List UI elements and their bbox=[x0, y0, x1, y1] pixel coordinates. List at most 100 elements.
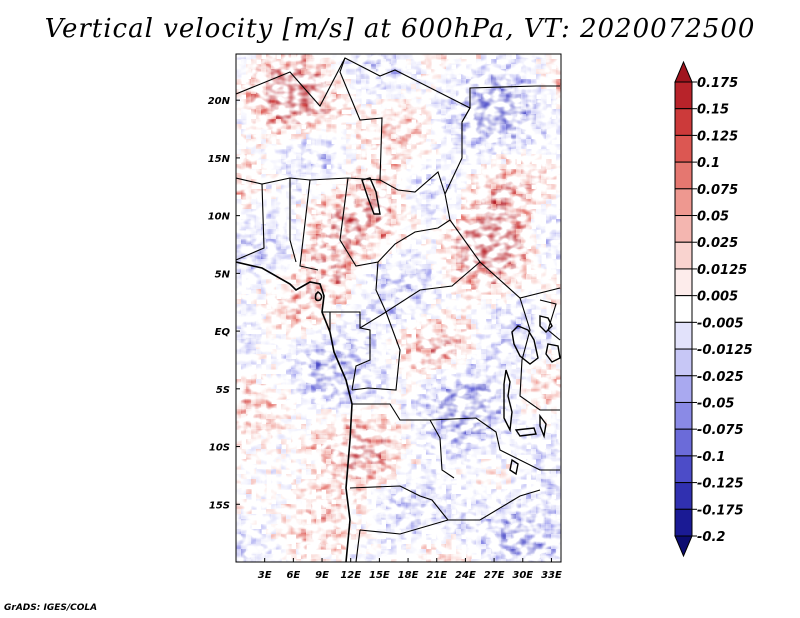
field-cell bbox=[266, 79, 272, 85]
field-cell bbox=[331, 154, 337, 160]
field-cell bbox=[551, 424, 557, 430]
field-cell bbox=[286, 284, 292, 290]
field-cell bbox=[526, 134, 532, 140]
field-cell bbox=[481, 504, 487, 510]
field-cell bbox=[356, 319, 362, 325]
field-cell bbox=[316, 364, 322, 370]
field-cell bbox=[421, 399, 427, 405]
field-cell bbox=[386, 94, 392, 100]
field-cell bbox=[536, 134, 542, 140]
field-cell bbox=[486, 444, 492, 450]
field-cell bbox=[441, 144, 447, 150]
field-cell bbox=[286, 254, 292, 260]
field-cell bbox=[336, 169, 342, 175]
field-cell bbox=[336, 344, 342, 350]
field-cell bbox=[516, 214, 522, 220]
field-cell bbox=[331, 144, 337, 150]
field-cell bbox=[441, 389, 447, 395]
field-cell bbox=[261, 59, 267, 65]
field-cell bbox=[336, 299, 342, 305]
field-cell bbox=[401, 214, 407, 220]
field-cell bbox=[416, 494, 422, 500]
field-cell bbox=[336, 404, 342, 410]
field-cell bbox=[236, 334, 242, 340]
field-cell bbox=[351, 384, 357, 390]
field-cell bbox=[281, 84, 287, 90]
field-cell bbox=[421, 329, 427, 335]
field-cell bbox=[251, 169, 257, 175]
field-cell bbox=[276, 374, 282, 380]
field-cell bbox=[291, 304, 297, 310]
field-cell bbox=[406, 499, 412, 505]
field-cell bbox=[241, 374, 247, 380]
field-cell bbox=[531, 364, 537, 370]
field-cell bbox=[531, 509, 537, 515]
field-cell bbox=[476, 429, 482, 435]
field-cell bbox=[376, 419, 382, 425]
field-cell bbox=[446, 149, 452, 155]
field-cell bbox=[371, 429, 377, 435]
field-cell bbox=[371, 464, 377, 470]
field-cell bbox=[506, 264, 512, 270]
field-cell bbox=[321, 224, 327, 230]
field-cell bbox=[506, 139, 512, 145]
field-cell bbox=[521, 129, 527, 135]
field-cell bbox=[311, 99, 317, 105]
field-cell bbox=[271, 209, 277, 215]
field-cell bbox=[236, 279, 242, 285]
field-cell bbox=[246, 389, 252, 395]
field-cell bbox=[241, 204, 247, 210]
field-cell bbox=[261, 304, 267, 310]
field-cell bbox=[411, 499, 417, 505]
field-cell bbox=[531, 84, 537, 90]
field-cell bbox=[401, 354, 407, 360]
field-cell bbox=[241, 224, 247, 230]
field-cell bbox=[501, 54, 507, 60]
field-cell bbox=[421, 499, 427, 505]
field-cell bbox=[461, 354, 467, 360]
field-cell bbox=[516, 164, 522, 170]
field-cell bbox=[266, 324, 272, 330]
field-cell bbox=[546, 499, 552, 505]
field-cell bbox=[551, 434, 557, 440]
field-cell bbox=[366, 379, 372, 385]
field-cell bbox=[461, 249, 467, 255]
field-cell bbox=[331, 344, 337, 350]
field-cell bbox=[406, 194, 412, 200]
field-cell bbox=[251, 514, 257, 520]
field-cell bbox=[341, 499, 347, 505]
field-cell bbox=[286, 114, 292, 120]
field-cell bbox=[371, 414, 377, 420]
field-cell bbox=[296, 389, 302, 395]
field-cell bbox=[306, 224, 312, 230]
field-cell bbox=[356, 169, 362, 175]
field-cell bbox=[466, 384, 472, 390]
field-cell bbox=[246, 364, 252, 370]
field-cell bbox=[436, 429, 442, 435]
field-cell bbox=[531, 124, 537, 130]
field-cell bbox=[516, 339, 522, 345]
field-cell bbox=[256, 454, 262, 460]
field-cell bbox=[361, 249, 367, 255]
field-cell bbox=[436, 169, 442, 175]
field-cell bbox=[321, 139, 327, 145]
field-cell bbox=[556, 364, 561, 370]
field-cell bbox=[361, 104, 367, 110]
field-cell bbox=[446, 504, 452, 510]
field-cell bbox=[281, 419, 287, 425]
field-cell bbox=[351, 339, 357, 345]
field-cell bbox=[551, 149, 557, 155]
field-cell bbox=[486, 129, 492, 135]
field-cell bbox=[336, 374, 342, 380]
field-cell bbox=[476, 64, 482, 70]
field-cell bbox=[361, 424, 367, 430]
field-cell bbox=[241, 384, 247, 390]
field-cell bbox=[501, 69, 507, 75]
field-cell bbox=[291, 309, 297, 315]
field-cell bbox=[246, 94, 252, 100]
field-cell bbox=[301, 199, 307, 205]
field-cell bbox=[461, 59, 467, 65]
field-cell bbox=[456, 239, 462, 245]
field-cell bbox=[331, 184, 337, 190]
